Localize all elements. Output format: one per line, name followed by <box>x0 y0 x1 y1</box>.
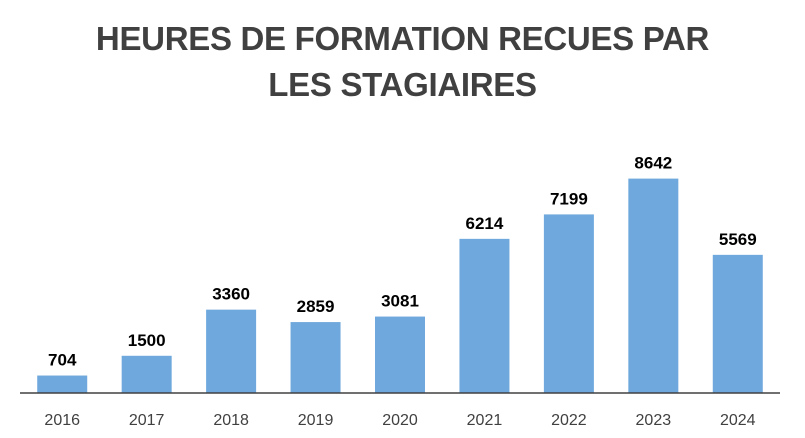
x-tick-label-2018: 2018 <box>213 412 249 429</box>
x-tick-label-2022: 2022 <box>551 412 587 429</box>
data-label-2022: 7199 <box>550 189 588 208</box>
bar-2016 <box>37 375 88 393</box>
bar-2020 <box>375 316 425 393</box>
data-label-2018: 3360 <box>212 285 250 304</box>
bar-2018 <box>206 309 257 393</box>
chart-title-line-1: HEURES DE FORMATION RECUES PAR <box>95 20 710 57</box>
x-tick-label-2019: 2019 <box>298 412 334 429</box>
x-tick-label-2023: 2023 <box>636 412 672 429</box>
x-tick-label-2020: 2020 <box>382 412 418 429</box>
x-tick-label-2024: 2024 <box>720 412 756 429</box>
data-label-2023: 8642 <box>634 154 672 173</box>
bar-2017 <box>121 355 172 393</box>
data-label-2017: 1500 <box>128 331 166 350</box>
bars-group <box>37 178 763 393</box>
x-tick-label-2016: 2016 <box>44 412 80 429</box>
chart-title: HEURES DE FORMATION RECUES PAR LES STAGI… <box>0 16 805 108</box>
data-label-2021: 6214 <box>466 214 504 233</box>
data-labels-group: 704 1500 3360 2859 3081 6214 7199 8642 5569 <box>48 154 757 370</box>
x-tick-label-2017: 2017 <box>129 412 165 429</box>
data-label-2024: 5569 <box>719 230 757 249</box>
bar-2021 <box>459 238 510 393</box>
bar-2019 <box>290 322 341 393</box>
x-tick-labels-group: 2016 2017 2018 2019 2020 2021 2022 2023 2024 <box>44 412 755 429</box>
x-tick-label-2021: 2021 <box>467 412 503 429</box>
data-label-2019: 2859 <box>297 297 335 316</box>
bar-2022 <box>543 214 594 393</box>
data-label-2020: 3081 <box>381 292 419 311</box>
bar-2024 <box>712 254 763 393</box>
chart-title-line-2: LES STAGIAIRES <box>268 66 537 103</box>
bar-2023 <box>628 178 679 393</box>
data-label-2016: 704 <box>48 351 77 370</box>
